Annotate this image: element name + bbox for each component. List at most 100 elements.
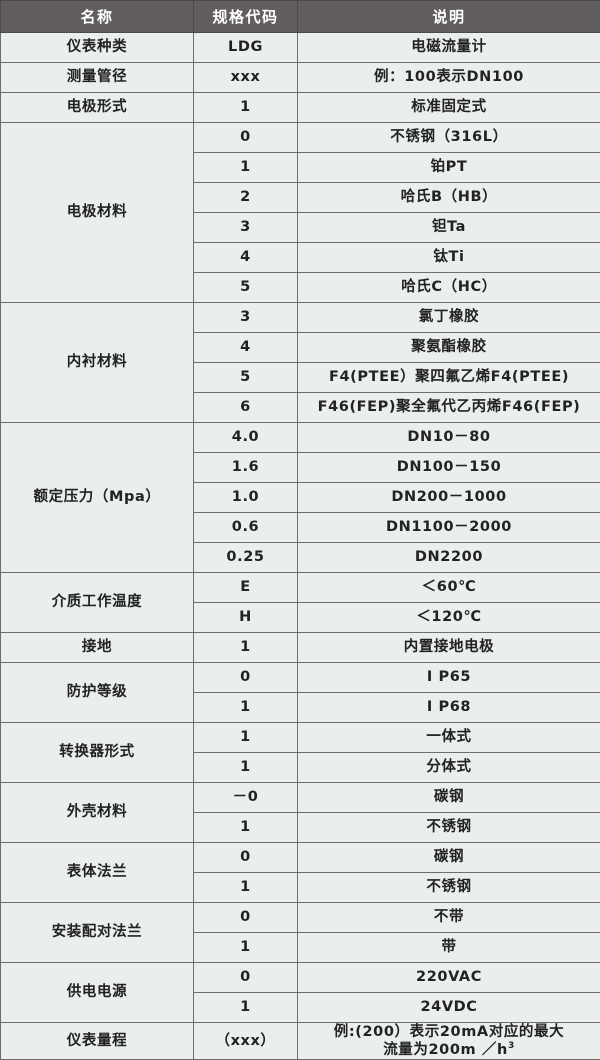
description-line-2: 流量为200m ／h3	[300, 1041, 598, 1059]
spec-code-cell: 1.6	[194, 453, 298, 483]
description-cell: 内置接地电极	[298, 633, 600, 663]
spec-code-cell: LDG	[194, 33, 298, 63]
spec-code-cell: 0	[194, 123, 298, 153]
row-name-cell: 表体法兰	[1, 843, 194, 903]
description-cell: 例：100表示DN100	[298, 63, 600, 93]
row-name-cell: 安装配对法兰	[1, 903, 194, 963]
description-cell: 铂PT	[298, 153, 600, 183]
spec-code-cell: 0	[194, 903, 298, 933]
description-cell: 氯丁橡胶	[298, 303, 600, 333]
spec-code-cell: 5	[194, 273, 298, 303]
description-cell: I P65	[298, 663, 600, 693]
spec-code-cell: 2	[194, 183, 298, 213]
spec-code-cell: 1	[194, 873, 298, 903]
spec-code-cell: 1	[194, 633, 298, 663]
description-cell: 不带	[298, 903, 600, 933]
row-name-cell: 测量管径	[1, 63, 194, 93]
row-name-cell: 仪表种类	[1, 33, 194, 63]
spec-code-cell: 4	[194, 333, 298, 363]
description-superscript: 3	[508, 1041, 515, 1051]
description-cell: 带	[298, 933, 600, 963]
header-description: 说明	[298, 1, 600, 33]
description-cell: DN200－1000	[298, 483, 600, 513]
spec-code-cell: 3	[194, 213, 298, 243]
spec-code-cell: －0	[194, 783, 298, 813]
row-name-cell: 电极形式	[1, 93, 194, 123]
spec-code-cell: 1.0	[194, 483, 298, 513]
description-cell: ＜60℃	[298, 573, 600, 603]
description-cell: 一体式	[298, 723, 600, 753]
description-cell: 哈氏C（HC）	[298, 273, 600, 303]
description-cell: F46(FEP)聚全氟代乙丙烯F46(FEP)	[298, 393, 600, 423]
row-name-cell: 供电电源	[1, 963, 194, 1023]
row-name-cell: 仪表量程	[1, 1023, 194, 1060]
description-cell: 不锈钢（316L）	[298, 123, 600, 153]
spec-code-cell: 0.6	[194, 513, 298, 543]
spec-code-cell: 6	[194, 393, 298, 423]
description-cell: DN10－80	[298, 423, 600, 453]
description-cell: 不锈钢	[298, 813, 600, 843]
description-cell: 电磁流量计	[298, 33, 600, 63]
description-cell: 碳钢	[298, 783, 600, 813]
spec-code-cell: （xxx）	[194, 1023, 298, 1060]
description-cell: 分体式	[298, 753, 600, 783]
spec-code-cell: 0.25	[194, 543, 298, 573]
description-cell: 220VAC	[298, 963, 600, 993]
spec-code-cell: 5	[194, 363, 298, 393]
row-name-cell: 电极材料	[1, 123, 194, 303]
header-spec-code: 规格代码	[194, 1, 298, 33]
row-name-cell: 额定压力（Mpa）	[1, 423, 194, 573]
description-cell: DN2200	[298, 543, 600, 573]
row-name-cell: 转换器形式	[1, 723, 194, 783]
spec-code-cell: xxx	[194, 63, 298, 93]
spec-code-cell: 1	[194, 153, 298, 183]
spec-code-cell: 1	[194, 993, 298, 1023]
spec-code-cell: 1	[194, 813, 298, 843]
spec-code-cell: 1	[194, 693, 298, 723]
description-cell: 哈氏B（HB）	[298, 183, 600, 213]
description-cell: 聚氨酯橡胶	[298, 333, 600, 363]
description-cell: 钽Ta	[298, 213, 600, 243]
spec-code-cell: 0	[194, 963, 298, 993]
description-line-1: 例:(200）表示20mA对应的最大	[300, 1023, 598, 1041]
table-header: 名称 规格代码 说明	[1, 1, 600, 33]
header-row: 名称 规格代码 说明	[1, 1, 600, 33]
spec-code-cell: 1	[194, 753, 298, 783]
spec-code-cell: 3	[194, 303, 298, 333]
table-row: 仪表量程（xxx）例:(200）表示20mA对应的最大流量为200m ／h3	[1, 1023, 600, 1060]
spec-code-cell: H	[194, 603, 298, 633]
row-name-cell: 内衬材料	[1, 303, 194, 423]
description-cell: I P68	[298, 693, 600, 723]
row-name-cell: 介质工作温度	[1, 573, 194, 633]
description-cell: F4(PTEE）聚四氟乙烯F4(PTEE)	[298, 363, 600, 393]
description-cell: 不锈钢	[298, 873, 600, 903]
spec-code-cell: E	[194, 573, 298, 603]
description-line-2-text: 流量为200m ／h	[383, 1042, 508, 1058]
header-name: 名称	[1, 1, 194, 33]
spec-code-cell: 1	[194, 723, 298, 753]
spec-code-cell: 1	[194, 93, 298, 123]
description-cell: 标准固定式	[298, 93, 600, 123]
spec-code-cell: 4.0	[194, 423, 298, 453]
description-cell: ＜120℃	[298, 603, 600, 633]
row-name-cell: 接地	[1, 633, 194, 663]
description-cell: 钛Ti	[298, 243, 600, 273]
description-cell: 碳钢	[298, 843, 600, 873]
description-cell: DN1100－2000	[298, 513, 600, 543]
spec-code-cell: 4	[194, 243, 298, 273]
